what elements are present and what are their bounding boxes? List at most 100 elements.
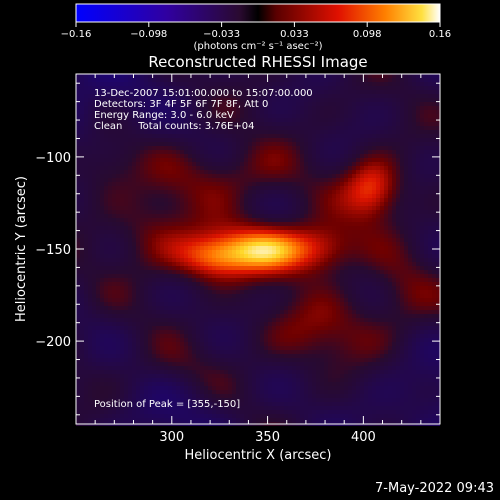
heatmap-cell <box>316 150 320 154</box>
heatmap-cell <box>300 194 304 198</box>
heatmap-cell <box>184 122 188 126</box>
heatmap-cell <box>124 138 128 142</box>
heatmap-cell <box>384 190 388 194</box>
heatmap-cell <box>364 274 368 278</box>
heatmap-cell <box>164 178 168 182</box>
heatmap-cell <box>80 250 84 254</box>
heatmap-cell <box>428 126 432 130</box>
heatmap-cell <box>208 222 212 226</box>
heatmap-cell <box>344 78 348 82</box>
heatmap-cell <box>380 90 384 94</box>
heatmap-cell <box>272 130 276 134</box>
heatmap-cell <box>436 170 440 174</box>
heatmap-cell <box>356 98 360 102</box>
heatmap-cell <box>144 78 148 82</box>
heatmap-cell <box>236 254 240 258</box>
heatmap-cell <box>408 174 412 178</box>
heatmap-cell <box>368 202 372 206</box>
heatmap-cell <box>300 250 304 254</box>
heatmap-cell <box>372 202 376 206</box>
heatmap-cell <box>180 290 184 294</box>
heatmap-cell <box>184 286 188 290</box>
heatmap-cell <box>200 214 204 218</box>
heatmap-cell <box>96 206 100 210</box>
heatmap-cell <box>120 162 124 166</box>
heatmap-cell <box>192 174 196 178</box>
colorbar-tick-label: 0.098 <box>353 29 382 40</box>
heatmap-cell <box>324 246 328 250</box>
heatmap-cell <box>208 270 212 274</box>
heatmap-cell <box>76 246 80 250</box>
heatmap-cell <box>432 98 436 102</box>
heatmap-cell <box>360 234 364 238</box>
heatmap-cell <box>392 134 396 138</box>
heatmap-cell <box>416 222 420 226</box>
heatmap-cell <box>296 78 300 82</box>
heatmap-cell <box>308 222 312 226</box>
heatmap-cell <box>92 154 96 158</box>
heatmap-cell <box>120 222 124 226</box>
heatmap-cell <box>412 282 416 286</box>
heatmap-cell <box>288 202 292 206</box>
heatmap-cell <box>408 238 412 242</box>
heatmap-cell <box>296 226 300 230</box>
heatmap-cell <box>112 130 116 134</box>
heatmap-cell <box>204 134 208 138</box>
heatmap-cell <box>304 230 308 234</box>
heatmap-cell <box>332 130 336 134</box>
heatmap-cell <box>372 134 376 138</box>
heatmap-cell <box>424 106 428 110</box>
heatmap-cell <box>436 106 440 110</box>
heatmap-cell <box>284 198 288 202</box>
heatmap-cell <box>332 238 336 242</box>
heatmap-cell <box>272 74 276 78</box>
heatmap-cell <box>164 234 168 238</box>
heatmap-cell <box>340 242 344 246</box>
heatmap-cell <box>300 174 304 178</box>
heatmap-cell <box>104 290 108 294</box>
heatmap-cell <box>356 130 360 134</box>
heatmap-cell <box>340 130 344 134</box>
heatmap-cell <box>264 282 268 286</box>
heatmap-cell <box>352 266 356 270</box>
heatmap-cell <box>156 226 160 230</box>
heatmap-cell <box>208 106 212 110</box>
heatmap-cell <box>144 210 148 214</box>
heatmap-cell <box>308 258 312 262</box>
heatmap-cell <box>188 258 192 262</box>
heatmap-cell <box>140 106 144 110</box>
heatmap-cell <box>292 242 296 246</box>
heatmap-cell <box>316 210 320 214</box>
heatmap-cell <box>296 142 300 146</box>
heatmap-cell <box>304 262 308 266</box>
heatmap-cell <box>244 142 248 146</box>
heatmap-cell <box>196 178 200 182</box>
heatmap-cell <box>388 218 392 222</box>
heatmap-cell <box>128 94 132 98</box>
heatmap-cell <box>320 106 324 110</box>
heatmap-cell <box>176 238 180 242</box>
heatmap-cell <box>376 134 380 138</box>
heatmap-cell <box>300 170 304 174</box>
heatmap-cell <box>404 90 408 94</box>
heatmap-cell <box>184 210 188 214</box>
heatmap-cell <box>252 194 256 198</box>
heatmap-cell <box>264 270 268 274</box>
heatmap-cell <box>292 154 296 158</box>
heatmap-cell <box>376 202 380 206</box>
heatmap-cell <box>316 218 320 222</box>
heatmap-cell <box>172 134 176 138</box>
heatmap-cell <box>412 178 416 182</box>
heatmap-cell <box>152 286 156 290</box>
heatmap-cell <box>324 134 328 138</box>
heatmap-cell <box>432 222 436 226</box>
heatmap-cell <box>248 74 252 78</box>
heatmap-cell <box>140 74 144 78</box>
heatmap-cell <box>320 78 324 82</box>
heatmap-cell <box>384 78 388 82</box>
heatmap-cell <box>116 234 120 238</box>
heatmap-cell <box>308 134 312 138</box>
heatmap-cell <box>76 98 80 102</box>
heatmap-cell <box>88 182 92 186</box>
heatmap-cell <box>332 206 336 210</box>
